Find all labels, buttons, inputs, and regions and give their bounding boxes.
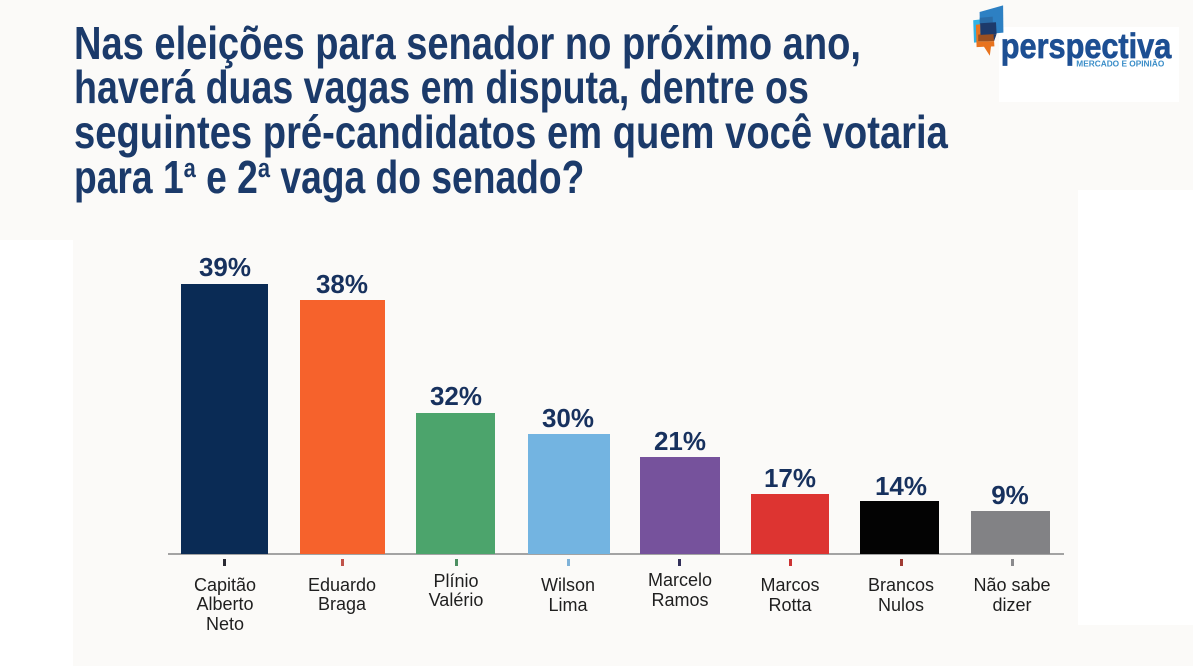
svg-text:MERCADO E OPINIÃO: MERCADO E OPINIÃO: [1076, 60, 1164, 69]
svg-text:perspectiva: perspectiva: [1001, 27, 1172, 66]
